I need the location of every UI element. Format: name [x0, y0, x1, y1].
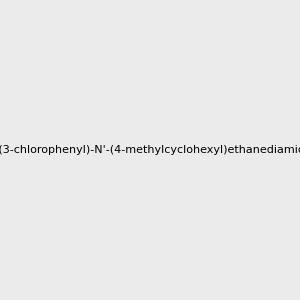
- Text: N-(3-chlorophenyl)-N'-(4-methylcyclohexyl)ethanediamide: N-(3-chlorophenyl)-N'-(4-methylcyclohexy…: [0, 145, 300, 155]
